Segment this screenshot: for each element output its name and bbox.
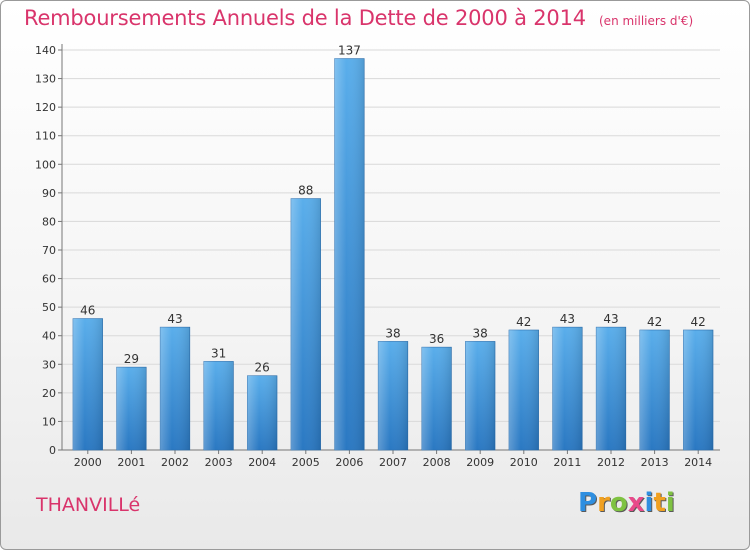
x-tick-label: 2008 xyxy=(423,456,451,469)
data-label: 26 xyxy=(255,361,270,375)
data-label: 42 xyxy=(516,315,531,329)
bar-shade xyxy=(508,330,539,450)
data-label: 31 xyxy=(211,346,226,360)
data-label: 43 xyxy=(603,312,618,326)
x-tick-label: 2010 xyxy=(510,456,538,469)
y-tick-label: 100 xyxy=(35,158,56,171)
x-tick-label: 2003 xyxy=(205,456,233,469)
data-labels: 46 29 43 31 26 88 137 38 36 38 42 43 43 42 42 xyxy=(80,44,706,375)
y-tick-label: 130 xyxy=(35,73,56,86)
x-tick-label: 2000 xyxy=(74,456,102,469)
commune-name: THANVILLé xyxy=(36,494,141,516)
bar-shade xyxy=(203,361,234,450)
y-tick-label: 140 xyxy=(35,44,56,57)
data-label: 42 xyxy=(647,315,662,329)
bar-shade xyxy=(72,318,103,450)
y-tick-label: 70 xyxy=(42,244,56,257)
x-tick-label: 2014 xyxy=(684,456,712,469)
y-tick-label: 60 xyxy=(42,273,56,286)
bar-shade xyxy=(596,327,626,450)
y-tick-label: 80 xyxy=(42,215,56,228)
chart-title: Remboursements Annuels de la Dette de 20… xyxy=(24,6,586,30)
y-tick-label: 0 xyxy=(49,444,56,457)
data-label: 43 xyxy=(167,312,182,326)
bar-shade xyxy=(639,330,670,450)
y-tick-label: 40 xyxy=(42,330,56,343)
data-label: 137 xyxy=(338,44,361,58)
data-label: 42 xyxy=(691,315,706,329)
logo-letter: i xyxy=(644,488,654,518)
bar-shade xyxy=(160,327,190,450)
data-label: 88 xyxy=(298,184,313,198)
logo-letter: o xyxy=(609,488,628,518)
y-tick-label: 120 xyxy=(35,101,56,114)
bar-shade xyxy=(290,198,321,450)
bar-shade xyxy=(116,367,147,450)
x-tick-label: 2005 xyxy=(292,456,320,469)
x-tick-label: 2004 xyxy=(248,456,276,469)
bar-shade xyxy=(378,341,408,450)
data-label: 38 xyxy=(385,326,400,340)
data-label: 36 xyxy=(429,332,444,346)
bar-shade xyxy=(247,375,278,450)
y-tick-label: 50 xyxy=(42,301,56,314)
x-tick-label: 2002 xyxy=(161,456,189,469)
bar-shade xyxy=(465,341,496,450)
x-tick-label: 2013 xyxy=(641,456,669,469)
x-tick-label: 2011 xyxy=(553,456,581,469)
y-tick-label: 90 xyxy=(42,187,56,200)
y-tick-label: 20 xyxy=(42,387,56,400)
data-label: 46 xyxy=(80,304,95,318)
logo-letter: x xyxy=(627,488,645,518)
logo-letter: P xyxy=(578,488,598,518)
data-label: 43 xyxy=(560,312,575,326)
bar-shade xyxy=(552,327,583,450)
bars xyxy=(72,58,714,451)
y-tick-label: 10 xyxy=(42,415,56,428)
bar-shade xyxy=(334,58,365,450)
bar-shade xyxy=(421,347,452,450)
x-tick-label: 2001 xyxy=(117,456,145,469)
x-tick-label: 2007 xyxy=(379,456,407,469)
logo-letter: t xyxy=(653,488,666,518)
logo-letter: i xyxy=(665,488,675,518)
data-label: 38 xyxy=(473,326,488,340)
proxiti-logo: Proxiti xyxy=(578,488,675,518)
chart-subtitle: (en milliers d'€) xyxy=(599,14,694,28)
data-label: 29 xyxy=(124,352,139,366)
y-tick-label: 110 xyxy=(35,130,56,143)
x-tick-label: 2009 xyxy=(466,456,494,469)
logo-letter: r xyxy=(597,488,610,518)
y-tick-label: 30 xyxy=(42,358,56,371)
x-tick-label: 2006 xyxy=(335,456,363,469)
chart-header: Remboursements Annuels de la Dette de 20… xyxy=(24,6,693,30)
bar-shade xyxy=(683,330,714,450)
x-tick-label: 2012 xyxy=(597,456,625,469)
